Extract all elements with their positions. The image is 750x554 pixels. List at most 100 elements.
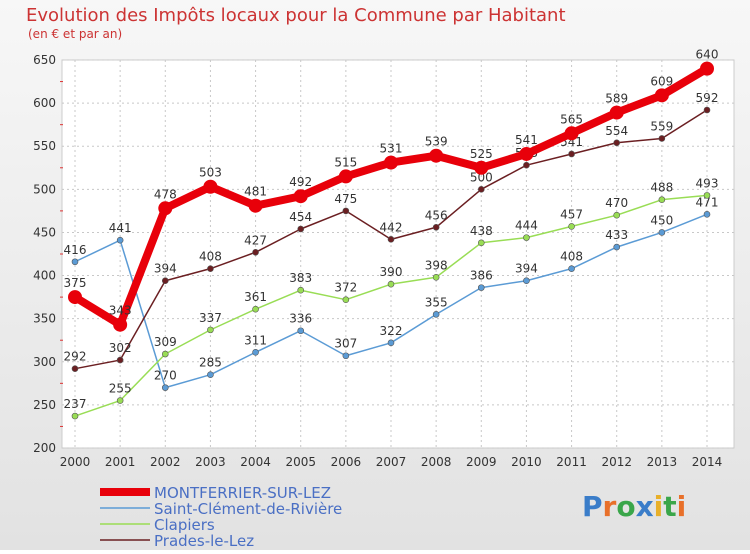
data-point [658, 135, 666, 142]
data-point [654, 88, 669, 103]
data-label: 372 [334, 281, 357, 295]
data-label: 390 [380, 265, 403, 279]
data-label: 408 [199, 250, 222, 264]
data-point [203, 179, 218, 194]
data-point [387, 280, 395, 288]
data-point [477, 239, 485, 247]
data-label: 539 [425, 135, 448, 149]
x-tick-label: 2001 [105, 455, 136, 469]
data-point [613, 243, 621, 251]
data-point [158, 201, 173, 216]
data-label: 292 [64, 350, 87, 364]
data-point [68, 290, 82, 305]
x-tick-label: 2003 [195, 455, 226, 469]
data-point [113, 317, 128, 332]
data-point [613, 211, 621, 219]
y-tick-label: 400 [33, 269, 56, 283]
data-point [252, 305, 259, 313]
data-label: 386 [470, 269, 493, 283]
x-tick-label: 2006 [331, 455, 362, 469]
data-point [248, 198, 263, 213]
legend-label: MONTFERRIER-SUR-LEZ [154, 484, 331, 502]
y-tick-label: 500 [33, 182, 56, 196]
data-label: 478 [154, 187, 177, 201]
data-label: 394 [154, 262, 177, 276]
data-label: 481 [244, 185, 267, 199]
data-point [703, 211, 711, 218]
data-point [613, 139, 621, 147]
legend-label: Clapiers [154, 516, 215, 534]
y-tick-label: 200 [33, 441, 56, 455]
data-label: 398 [425, 258, 448, 272]
data-label: 361 [244, 290, 267, 304]
data-point [703, 192, 711, 199]
data-label: 589 [605, 92, 628, 106]
data-label: 441 [109, 221, 132, 235]
data-point [658, 196, 666, 203]
data-label: 438 [470, 224, 493, 238]
data-point [477, 284, 485, 291]
data-label: 375 [64, 276, 87, 290]
data-point [523, 234, 530, 241]
data-label: 609 [650, 74, 673, 88]
data-label: 309 [154, 335, 177, 349]
data-point [338, 169, 353, 184]
data-point [387, 236, 395, 243]
series-saint-cl-ment-de-rivi-re: 416 441 270 285 311 336 307 322 355 386 394 408 433 4… [64, 195, 718, 391]
logo-wordmark: Proxiti [582, 490, 686, 523]
data-point [71, 412, 79, 420]
data-point [342, 352, 350, 360]
data-label: 525 [470, 147, 493, 161]
x-tick-label: 2008 [421, 455, 452, 469]
data-point [116, 236, 124, 244]
data-point [703, 106, 711, 114]
data-point [207, 265, 214, 272]
data-label: 541 [515, 133, 538, 147]
data-point [342, 207, 350, 215]
data-label: 408 [560, 250, 583, 264]
chart-title: Evolution des Impôts locaux pour la Comm… [26, 5, 566, 26]
data-label: 488 [650, 181, 673, 195]
data-label: 515 [334, 155, 357, 169]
x-tick-label: 2014 [692, 455, 723, 469]
data-label: 307 [334, 337, 357, 351]
data-point [297, 327, 305, 335]
data-point [432, 311, 440, 318]
data-label: 492 [289, 175, 312, 189]
data-point [161, 350, 169, 358]
data-label: 554 [605, 124, 628, 138]
data-label: 394 [515, 262, 538, 276]
plot-area: 200 250 300 350 400 450 500 550 600 650 2000 2001 20… [33, 48, 735, 469]
data-point [474, 160, 489, 175]
data-point [477, 186, 485, 193]
data-label: 383 [289, 271, 312, 285]
series-montferrier-sur-lez: 375 343 478 503 481 492 515 531 539 525 541 565 589 6… [64, 48, 718, 332]
data-point [207, 326, 214, 334]
data-point [252, 348, 259, 356]
data-label: 416 [64, 243, 87, 257]
y-tick-label: 450 [33, 225, 56, 239]
data-point [568, 265, 575, 272]
data-point [207, 371, 214, 379]
x-tick-label: 2013 [647, 455, 678, 469]
data-point [116, 397, 124, 404]
data-label: 592 [696, 91, 719, 105]
x-tick-label: 2012 [601, 455, 632, 469]
legend: MONTFERRIER-SUR-LEZSaint-Clément-de-Rivi… [100, 484, 342, 550]
x-tick-label: 2007 [376, 455, 407, 469]
data-point [429, 148, 444, 163]
data-point [71, 365, 79, 372]
x-tick-label: 2005 [285, 455, 316, 469]
data-point [658, 229, 666, 236]
data-point [293, 189, 308, 204]
chart-subtitle: (en € et par an) [28, 27, 122, 41]
data-label: 470 [605, 196, 628, 210]
data-label: 475 [334, 192, 357, 206]
data-point [519, 146, 534, 161]
data-point [523, 161, 530, 169]
data-point [71, 258, 79, 266]
x-tick-label: 2010 [511, 455, 542, 469]
data-point [523, 277, 530, 285]
